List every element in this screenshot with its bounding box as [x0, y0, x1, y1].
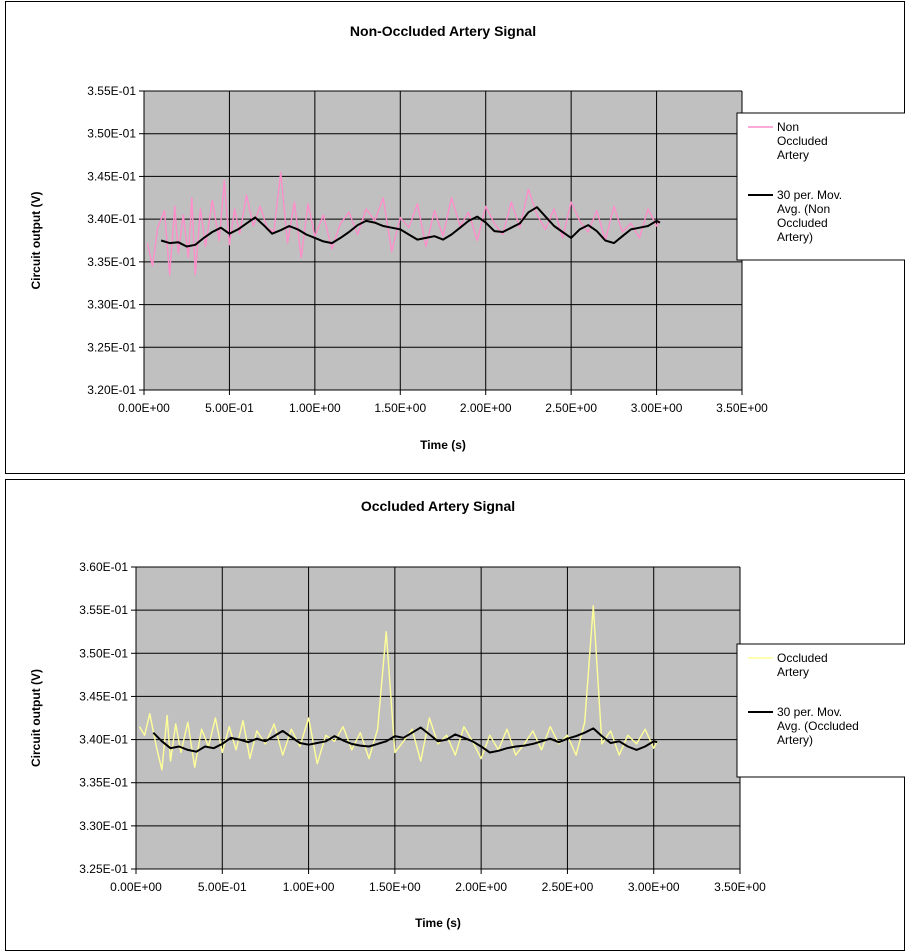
x-tick-label: 2.50E+00 — [545, 401, 597, 415]
x-tick-label: 0.00E+00 — [118, 401, 170, 415]
y-tick-label: 3.25E-01 — [87, 340, 136, 354]
x-tick-label: 3.00E+00 — [631, 401, 683, 415]
x-axis-label: Time (s) — [420, 438, 466, 452]
legend-label: Occluded — [777, 216, 828, 230]
legend-box — [736, 112, 905, 261]
legend-label: 30 per. Mov. — [777, 188, 842, 202]
legend-label: Non — [777, 120, 799, 134]
chart-panel-occluded: 0.00E+00 5.00E-01 1.00E+00 1.50E+00 2.00E+00… — [5, 479, 905, 951]
series-line-moving-average — [160, 206, 661, 248]
chart-title: Occluded Artery Signal — [361, 498, 515, 514]
x-tick-label: 5.00E-01 — [205, 401, 254, 415]
y-tick-label: 3.45E-01 — [79, 689, 128, 703]
chart-svg: 0.00E+00 5.00E-01 1.00E+00 1.50E+00 2.00E+00… — [29, 23, 905, 452]
y-tick-label: 3.55E-01 — [79, 603, 128, 617]
legend-label: Occluded — [777, 134, 828, 148]
legend-box — [736, 643, 905, 778]
legend-label: Artery — [777, 148, 809, 162]
chart-panel-non-occluded: 0.00E+00 5.00E-01 1.00E+00 1.50E+00 2.00E+00… — [5, 1, 905, 474]
x-tick-label: 2.50E+00 — [542, 880, 594, 894]
y-tick-label: 3.35E-01 — [87, 255, 136, 269]
chart-title: Non-Occluded Artery Signal — [350, 23, 536, 39]
legend-label: Artery — [777, 665, 809, 679]
x-tick-label: 2.00E+00 — [455, 880, 507, 894]
y-tick-label: 3.25E-01 — [79, 862, 128, 876]
legend-label: Artery) — [777, 733, 813, 747]
x-tick-label: 5.00E-01 — [198, 880, 247, 894]
x-tick-label: 3.50E+00 — [714, 880, 766, 894]
chart-svg: 0.00E+00 5.00E-01 1.00E+00 1.50E+00 2.00E+00… — [29, 498, 905, 930]
series-line-raw — [146, 171, 661, 276]
x-tick-label: 2.00E+00 — [460, 401, 512, 415]
legend-label: Avg. (Occluded — [777, 719, 859, 733]
legend-label: Occluded — [777, 651, 828, 665]
legend-label: 30 per. Mov. — [777, 705, 842, 719]
y-tick-label: 3.35E-01 — [79, 776, 128, 790]
x-tick-label: 3.50E+00 — [716, 401, 768, 415]
y-axis-label: Circuit output (V) — [29, 192, 43, 290]
x-tick-label: 1.00E+00 — [283, 880, 335, 894]
x-axis-label: Time (s) — [415, 916, 461, 930]
plot-area — [136, 567, 740, 869]
y-tick-label: 3.40E-01 — [79, 733, 128, 747]
y-tick-label: 3.50E-01 — [79, 646, 128, 660]
y-tick-label: 3.30E-01 — [87, 298, 136, 312]
legend-label: Avg. (Non — [777, 202, 830, 216]
x-tick-label: 1.50E+00 — [369, 880, 421, 894]
legend-label: Artery) — [777, 230, 813, 244]
y-tick-label: 3.60E-01 — [79, 560, 128, 574]
x-tick-label: 3.00E+00 — [628, 880, 680, 894]
y-tick-label: 3.20E-01 — [87, 383, 136, 397]
series-line-moving-average — [152, 726, 658, 754]
x-tick-label: 1.00E+00 — [289, 401, 341, 415]
x-tick-label: 0.00E+00 — [110, 880, 162, 894]
y-tick-label: 3.40E-01 — [87, 212, 136, 226]
y-tick-label: 3.50E-01 — [87, 127, 136, 141]
y-tick-label: 3.30E-01 — [79, 819, 128, 833]
y-tick-label: 3.55E-01 — [87, 84, 136, 98]
x-tick-label: 1.50E+00 — [374, 401, 426, 415]
y-axis-label: Circuit output (V) — [29, 669, 43, 767]
y-tick-label: 3.45E-01 — [87, 169, 136, 183]
series-line-raw — [138, 605, 658, 771]
